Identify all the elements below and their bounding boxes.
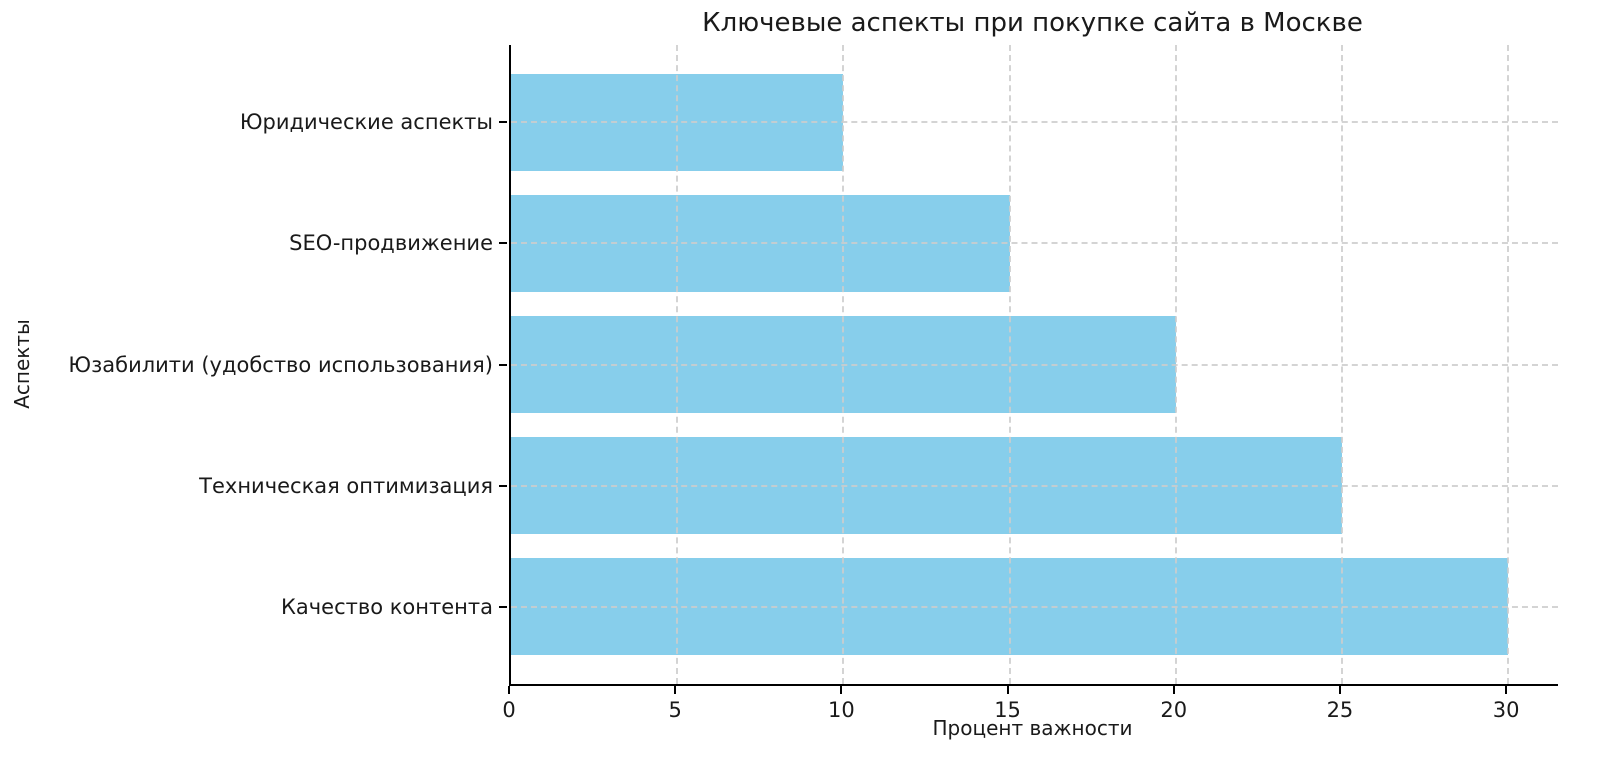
v-gridline — [1008, 45, 1011, 684]
h-gridline — [511, 363, 1558, 366]
category-label: Техническая оптимизация — [199, 473, 493, 498]
x-tick-mark — [1338, 686, 1341, 694]
category-label: Юридические аспекты — [239, 110, 493, 135]
category-label: SEO-продвижение — [289, 231, 493, 256]
x-tick-mark — [674, 686, 677, 694]
plot-area — [509, 45, 1558, 686]
y-tick-mark — [499, 121, 507, 124]
v-gridline — [676, 45, 679, 684]
y-tick-mark — [499, 242, 507, 245]
x-tick-label: 15 — [994, 698, 1021, 722]
x-tick-mark — [840, 686, 843, 694]
x-tick-mark — [1172, 686, 1175, 694]
y-tick-mark — [499, 605, 507, 608]
x-tick-label: 5 — [668, 698, 682, 722]
y-axis-label: Аспекты — [10, 319, 34, 409]
h-gridline — [511, 605, 1558, 608]
x-tick-mark — [1505, 686, 1508, 694]
h-gridline — [511, 121, 1558, 124]
x-axis-label: Процент важности — [932, 716, 1133, 740]
x-tick-label: 25 — [1326, 698, 1354, 722]
v-gridline — [842, 45, 845, 684]
x-tick-label: 10 — [828, 698, 855, 722]
category-label: Качество контента — [280, 594, 493, 619]
category-label: Юзабилити (удобство использования) — [68, 352, 493, 377]
y-tick-mark — [499, 363, 507, 366]
x-tick-mark — [1006, 686, 1009, 694]
chart-title: Ключевые аспекты при покупке сайта в Мос… — [702, 8, 1363, 38]
h-gridline — [511, 242, 1558, 245]
v-gridline — [1174, 45, 1177, 684]
x-tick-label: 30 — [1492, 698, 1520, 722]
v-gridline — [1340, 45, 1343, 684]
v-gridline — [1507, 45, 1510, 684]
y-tick-mark — [499, 484, 507, 487]
x-tick-mark — [508, 686, 510, 694]
x-tick-label: 0 — [502, 698, 516, 722]
h-gridline — [511, 484, 1558, 487]
x-tick-label: 20 — [1160, 698, 1188, 722]
